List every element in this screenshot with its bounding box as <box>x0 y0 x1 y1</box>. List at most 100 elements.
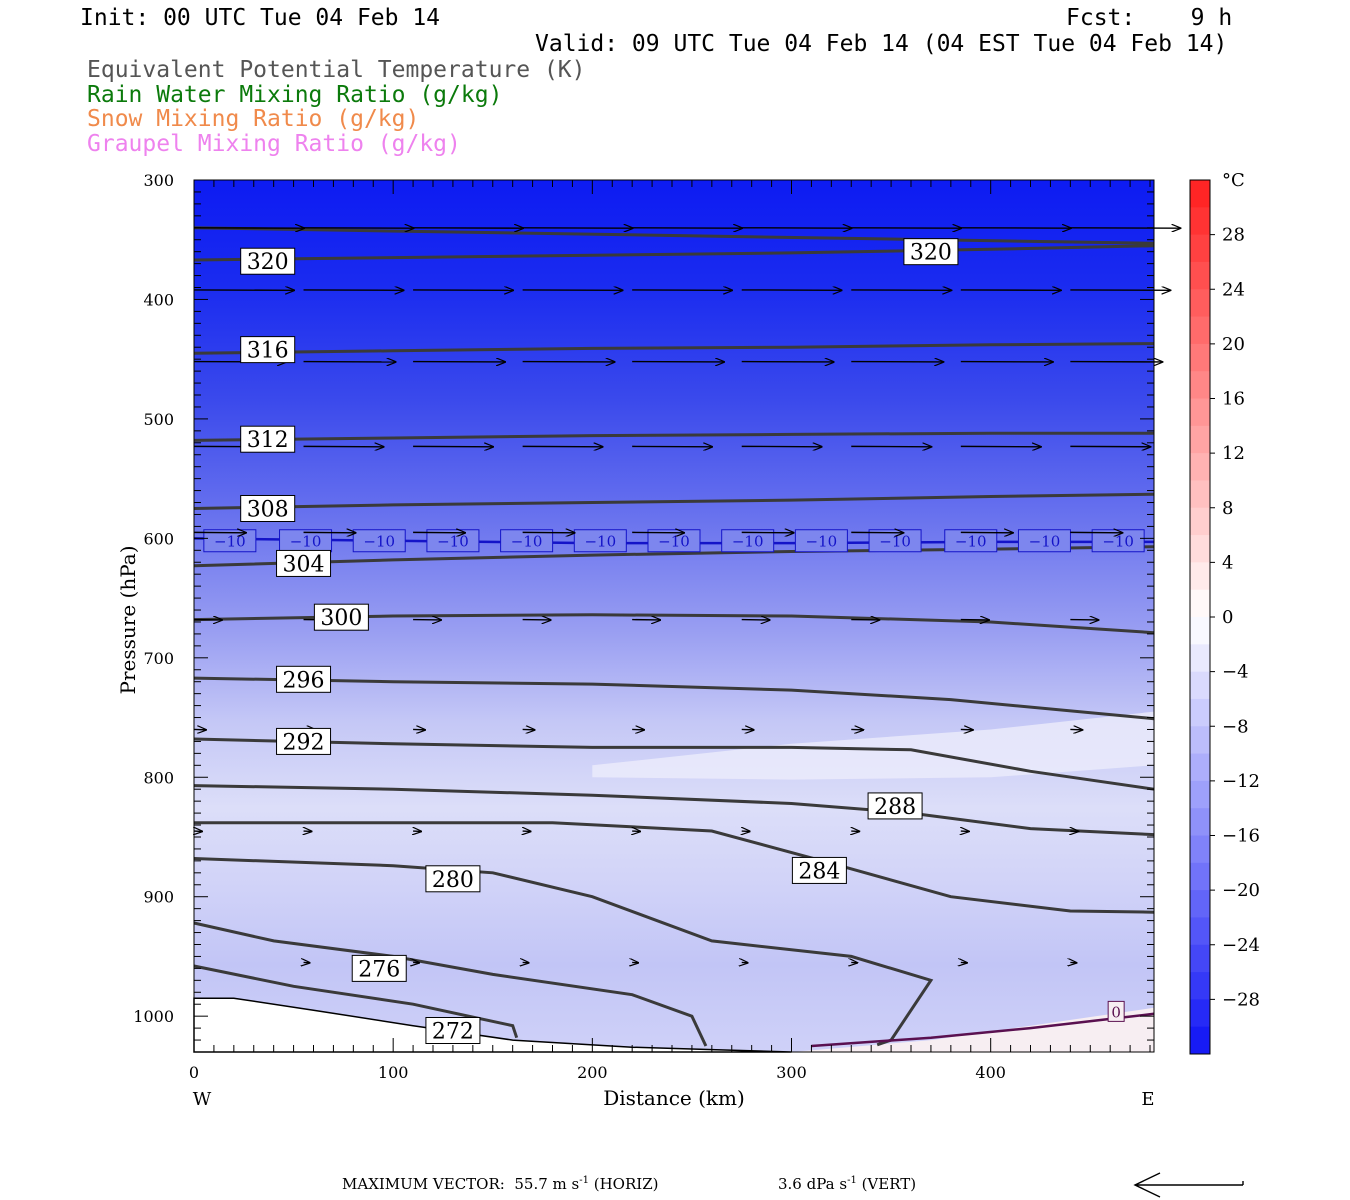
contour-label-box <box>276 549 332 577</box>
isotherm-label: −10 <box>290 533 322 551</box>
colorbar-cell <box>1190 944 1210 973</box>
colorbar-cell <box>1190 425 1210 454</box>
contour-label: 320 <box>910 241 952 266</box>
theta-e-contour <box>193 784 1155 837</box>
light-band-shading <box>592 711 1154 780</box>
colorbar-tick-label: −20 <box>1222 880 1260 901</box>
x-tick-label: 100 <box>378 1063 409 1082</box>
colorbar-tick-label: 4 <box>1222 552 1233 573</box>
wind-vectors <box>194 228 1180 963</box>
isotherm-label: −10 <box>214 533 246 551</box>
freezing-label: 0 <box>1111 1003 1121 1021</box>
colorbar-cell <box>1190 753 1210 782</box>
colorbar-tick-label: 20 <box>1222 334 1245 355</box>
colorbar-cell <box>1190 617 1210 645</box>
contour-label: 276 <box>358 957 400 982</box>
colorbar-cell <box>1190 535 1210 563</box>
contour-label-box <box>240 247 296 275</box>
colorbar-tick-label: 0 <box>1222 607 1233 628</box>
isotherm-label-box <box>1017 529 1071 553</box>
y-tick-label: 800 <box>143 768 174 787</box>
isotherm-label-box <box>794 529 848 553</box>
contour-label-box <box>903 238 959 266</box>
contour-label-box <box>240 336 296 364</box>
contour-label-box <box>867 792 923 820</box>
y-tick-label: 400 <box>143 290 174 309</box>
colorbar-cell <box>1190 371 1210 399</box>
colorbar-tick-label: 28 <box>1222 225 1245 246</box>
contour-label: 296 <box>283 668 325 693</box>
theta-e-contour <box>193 921 708 1047</box>
theta-e-contour <box>193 492 1155 510</box>
forecast-hour: Fcst: 9 h <box>1066 6 1232 30</box>
colorbar-cell <box>1190 835 1210 864</box>
warm-region-shading <box>791 1007 1154 1052</box>
contour-label: 304 <box>283 552 325 577</box>
colorbar-cell <box>1190 398 1210 427</box>
forecast-value: 9 h <box>1190 5 1233 31</box>
colorbar-cell <box>1190 808 1210 836</box>
theta-e-contour <box>193 676 1155 721</box>
legend-graupel: Graupel Mixing Ratio (g/kg) <box>87 131 461 157</box>
contour-label-box <box>240 425 296 453</box>
isotherm-label-box <box>647 529 701 553</box>
x-tick-label: 200 <box>577 1063 608 1082</box>
isotherm-label-box <box>352 529 406 553</box>
max-vector-vertical: 3.6 dPa s-1 (VERT) <box>778 1175 917 1193</box>
colorbar-tick-label: −16 <box>1222 826 1260 847</box>
colorbar-cell <box>1190 453 1210 481</box>
contour-label-box <box>425 1016 481 1044</box>
y-tick-label: 900 <box>143 888 174 907</box>
colorbar-tick-label: 24 <box>1222 279 1245 300</box>
x-tick-label: 400 <box>975 1063 1006 1082</box>
colorbar-cell <box>1190 1026 1210 1055</box>
isotherm-label: −10 <box>584 533 616 551</box>
colorbar-cell <box>1190 207 1210 236</box>
x-tick-label: 0 <box>189 1063 199 1082</box>
colorbar-tick-label: −24 <box>1222 935 1260 956</box>
isotherm-label: −10 <box>511 533 543 551</box>
contour-label-box <box>425 865 481 893</box>
colorbar-tick-label: 8 <box>1222 498 1233 519</box>
contour-label: 300 <box>320 606 362 631</box>
theta-e-contour <box>193 545 1155 568</box>
colorbar-tick-label: −12 <box>1222 771 1260 792</box>
max-vector-arrow <box>1133 1172 1244 1198</box>
colorbar-cell <box>1190 316 1210 345</box>
colorbar-cell <box>1190 507 1210 536</box>
colorbar: 28 24 20 16 12 8 4 0 −4 −8 −12 −16 −20 −24 −28 <box>1189 179 1260 1055</box>
colorbar-tick-label: −28 <box>1222 989 1260 1010</box>
axis-ticks: 300 400 500 600 700 800 900 1000 0 100 200 300 400 <box>133 171 1154 1082</box>
colorbar-cell <box>1190 180 1210 208</box>
colorbar-cell <box>1190 890 1210 918</box>
isotherm-label-box <box>944 529 998 553</box>
valid-time: Valid: 09 UTC Tue 04 Feb 14 (04 EST Tue … <box>535 31 1228 57</box>
colorbar-cell <box>1190 234 1210 263</box>
contour-label: 316 <box>247 339 289 364</box>
colorbar-cell <box>1190 999 1210 1028</box>
legend-rain: Rain Water Mixing Ratio (g/kg) <box>87 82 503 108</box>
colorbar-cell <box>1190 562 1210 591</box>
y-tick-label: 500 <box>143 410 174 429</box>
contour-label-box <box>240 494 296 522</box>
colorbar-cell <box>1190 780 1210 809</box>
colorbar-cell <box>1190 480 1210 509</box>
contour-label: 308 <box>247 497 289 522</box>
y-tick-label: 1000 <box>133 1007 174 1026</box>
isotherm-label: −10 <box>1029 533 1061 551</box>
contour-label: 292 <box>283 730 325 755</box>
isotherm-label: −10 <box>955 533 987 551</box>
colorbar-tick-label: 16 <box>1222 389 1245 410</box>
colorbar-cell <box>1190 726 1210 755</box>
colorbar-cell <box>1190 862 1210 891</box>
x-end-right: E <box>1141 1089 1154 1110</box>
x-tick-label: 300 <box>776 1063 807 1082</box>
freezing-contour <box>811 1012 1155 1048</box>
colorbar-tick-label: 12 <box>1222 443 1245 464</box>
theta-e-contour <box>193 244 1155 262</box>
isotherm-label-box <box>721 529 775 553</box>
max-vector-horizontal: MAXIMUM VECTOR: 55.7 m s-1 (HORIZ) <box>342 1175 659 1193</box>
freezing-label-box <box>1107 1000 1125 1022</box>
contour-label-box <box>313 603 369 631</box>
